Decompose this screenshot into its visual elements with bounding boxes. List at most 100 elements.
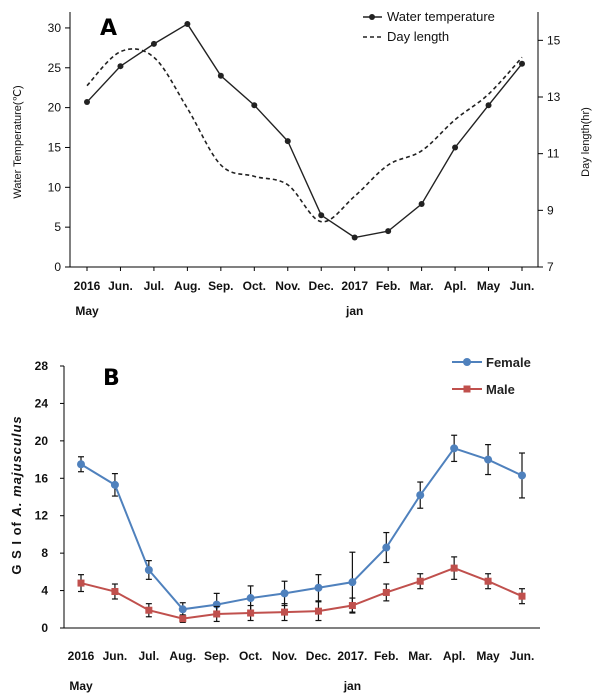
male-point [77, 579, 85, 587]
series-line-water-temperature [86, 23, 523, 239]
water-temperature-point [452, 144, 459, 151]
y2-tick-label: 9 [547, 203, 554, 217]
legend-label-day-length: Day length [387, 29, 449, 44]
x-tick-label: Aug. [174, 279, 201, 293]
series-line-male [80, 567, 523, 620]
female-point [450, 444, 459, 453]
female-point [314, 583, 323, 592]
male-point [382, 588, 390, 596]
y-tick-label: 8 [41, 546, 48, 560]
y-axis-title: Water Temperature(℃) [12, 85, 24, 198]
y-tick-label: 0 [41, 621, 48, 635]
y-tick-label: 15 [48, 140, 62, 154]
x-tick-label: Nov. [275, 279, 300, 293]
x-tick-sublabel: May [69, 679, 93, 693]
water-temperature-point [284, 138, 291, 145]
x-tick-label: Apl. [444, 279, 467, 293]
x-tick-label: 2016 [74, 279, 101, 293]
water-temperature-point [117, 63, 124, 70]
female-point [382, 543, 391, 552]
water-temperature-point [385, 228, 392, 235]
male-point [111, 588, 119, 596]
y-tick-label: 10 [48, 180, 62, 194]
male-point [213, 610, 221, 618]
female-point [77, 460, 85, 469]
x-tick-label: Jun. [103, 649, 128, 663]
panel-a: 0 5 10 15 20 25 30 7 9 11 13 15 2016 Jun. Jul. Aug. Sep.… [12, 9, 592, 318]
legend-label-water-temperature: Water temperature [387, 9, 495, 24]
x-tick-label: Dec. [309, 279, 334, 293]
x-tick-label: Jul. [144, 279, 165, 293]
y-tick-label: 24 [35, 396, 49, 410]
male-point [484, 577, 492, 585]
x-tick-label: Nov. [272, 649, 297, 663]
x-tick-label: 2017. [337, 649, 367, 663]
x-tick-sublabel: jan [343, 679, 361, 693]
x-tick-label: Sep. [208, 279, 233, 293]
x-tick-label: Jun. [108, 279, 133, 293]
y-tick-label: 16 [35, 471, 49, 485]
female-point [144, 565, 153, 574]
x-tick-label: May [477, 279, 501, 293]
water-temperature-point [217, 72, 224, 79]
legend-marker-water-temperature [369, 14, 375, 20]
y2-tick-label: 13 [547, 90, 561, 104]
legend-label-female: Female [486, 355, 531, 370]
x-tick-sublabel: May [75, 304, 99, 318]
y-tick-label: 28 [35, 359, 49, 373]
y-tick-label: 20 [48, 101, 62, 115]
water-temperature-point [318, 212, 325, 219]
series-line-female [80, 447, 523, 611]
x-tick-label: Jun. [510, 279, 535, 293]
male-point [416, 577, 424, 585]
x-tick-label: Oct. [243, 279, 266, 293]
x-tick-label: Dec. [306, 649, 331, 663]
male-point [281, 608, 289, 616]
x-tick-label: Oct. [239, 649, 262, 663]
panel-label-b: B [103, 366, 120, 391]
y2-tick-label: 7 [547, 260, 554, 274]
legend-marker-female [463, 358, 471, 366]
y-tick-label: 4 [41, 584, 48, 598]
x-tick-label: Feb. [376, 279, 401, 293]
y-tick-label: 5 [54, 220, 61, 234]
y-axis-title-species: A. majusculus [9, 415, 24, 517]
x-tick-label: 2016 [68, 649, 95, 663]
panel-b: 0 4 8 12 16 20 24 28 2016 Jun. Jul. Aug. Sep. Oct. Nov… [9, 355, 540, 693]
x-tick-label: Sep. [204, 649, 229, 663]
y2-tick-label: 15 [547, 33, 561, 47]
x-tick-label: 2017 [341, 279, 368, 293]
y2-tick-label: 11 [547, 147, 560, 161]
female-point [280, 589, 289, 598]
female-point [518, 471, 526, 480]
male-point [518, 592, 526, 600]
water-temperature-point [519, 60, 525, 67]
x-tick-label: Jun. [510, 649, 535, 663]
male-point [314, 607, 322, 615]
water-temperature-point [251, 102, 258, 109]
female-point [178, 605, 187, 614]
series-line-day-length [86, 48, 523, 223]
water-temperature-point [418, 201, 425, 208]
y-axis-title: G S I of A. majusculus [9, 415, 24, 574]
x-tick-label: Feb. [374, 649, 399, 663]
male-point [179, 615, 187, 623]
x-tick-label: Mar. [408, 649, 432, 663]
female-point [416, 491, 425, 500]
y-tick-label: 0 [54, 260, 61, 274]
male-point [145, 606, 153, 614]
panel-label-a: A [100, 16, 117, 41]
water-temperature-point [184, 20, 191, 27]
water-temperature-point [84, 99, 90, 106]
x-tick-label: Mar. [410, 279, 434, 293]
female-point [484, 455, 493, 464]
y-tick-label: 25 [48, 61, 62, 75]
legend-label-male: Male [486, 382, 515, 397]
water-temperature-point [150, 40, 157, 47]
female-point [110, 480, 119, 489]
x-tick-label: May [476, 649, 500, 663]
y-tick-label: 20 [35, 434, 49, 448]
y-axis-title-prefix: G S I of [9, 517, 24, 575]
y-tick-label: 12 [35, 509, 49, 523]
